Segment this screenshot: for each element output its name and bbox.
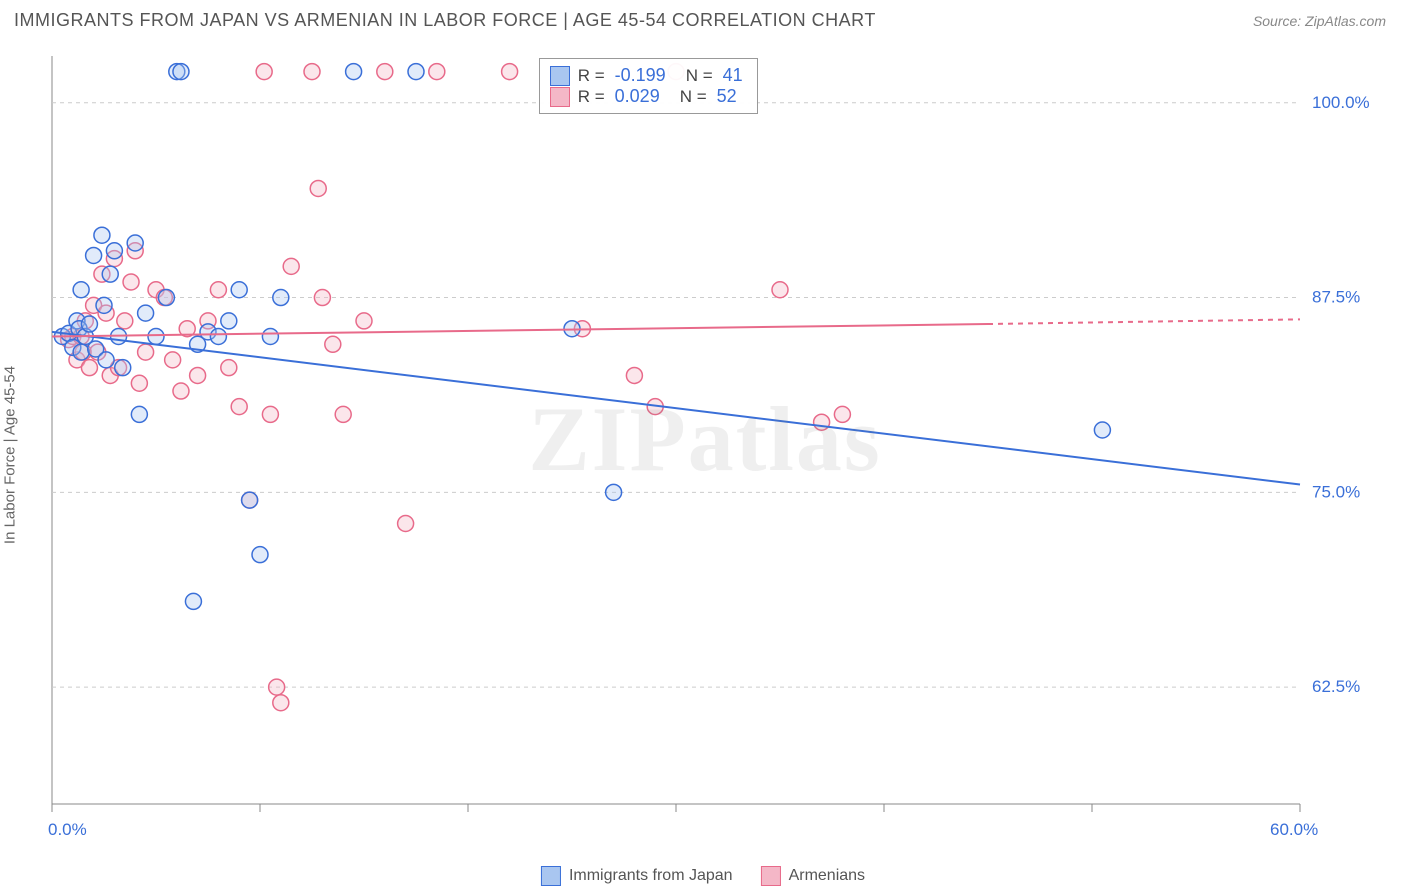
legend-swatch [550,66,570,86]
data-point [325,336,341,352]
data-point [221,360,237,376]
data-point [73,344,89,360]
data-point [408,64,424,80]
data-point [242,492,258,508]
legend-item: Armenians [761,866,865,886]
data-point [185,593,201,609]
data-point [356,313,372,329]
data-point [158,290,174,306]
data-point [1094,422,1110,438]
legend-swatch [550,87,570,107]
data-point [429,64,445,80]
data-point [102,266,118,282]
data-point [138,305,154,321]
data-point [127,235,143,251]
data-point [231,282,247,298]
chart-title: IMMIGRANTS FROM JAPAN VS ARMENIAN IN LAB… [14,10,876,31]
x-axis-max-label: 60.0% [1270,820,1318,840]
legend-n-label: N = [680,87,707,107]
y-tick-label: 100.0% [1312,93,1370,112]
data-point [131,375,147,391]
legend-row: R = -0.199 N = 41 [550,65,743,86]
y-tick-label: 75.0% [1312,482,1360,501]
legend-n-label: N = [686,66,713,86]
data-point [173,64,189,80]
legend-row: R = 0.029 N = 52 [550,86,743,107]
chart-area: In Labor Force | Age 45-54 ZIPatlas 62.5… [14,46,1396,864]
data-point [115,360,131,376]
data-point [210,282,226,298]
data-point [173,383,189,399]
legend-r-value: -0.199 [615,65,666,86]
y-axis-label: In Labor Force | Age 45-54 [2,366,19,544]
legend-swatch [761,866,781,886]
data-point [131,406,147,422]
legend-item: Immigrants from Japan [541,866,733,886]
data-point [190,367,206,383]
data-point [814,414,830,430]
data-point [310,180,326,196]
data-point [148,329,164,345]
legend-r-label: R = [578,66,605,86]
data-point [98,352,114,368]
source-attribution: Source: ZipAtlas.com [1253,13,1386,29]
data-point [106,243,122,259]
data-point [834,406,850,422]
data-point [772,282,788,298]
data-point [117,313,133,329]
data-point [273,290,289,306]
data-point [398,516,414,532]
data-point [304,64,320,80]
legend-r-label: R = [578,87,605,107]
x-axis-min-label: 0.0% [48,820,87,840]
data-point [73,282,89,298]
data-point [96,297,112,313]
correlation-chart: 62.5% 75.0% 87.5% 100.0% [14,46,1396,864]
legend-item-label: Armenians [789,867,865,885]
data-point [256,64,272,80]
data-point [221,313,237,329]
data-point [165,352,181,368]
data-point [269,679,285,695]
data-point [346,64,362,80]
data-point [502,64,518,80]
data-point [314,290,330,306]
data-point [606,484,622,500]
legend-n-value: 41 [723,65,743,86]
y-tick-label: 62.5% [1312,677,1360,696]
legend-r-value: 0.029 [615,86,660,107]
trend-line-ext [988,319,1300,324]
legend-item-label: Immigrants from Japan [569,867,733,885]
data-point [81,316,97,332]
series-legend: Immigrants from Japan Armenians [541,866,865,886]
data-point [138,344,154,360]
correlation-legend: R =-0.199N =41R =0.029N =52 [539,58,758,114]
data-point [123,274,139,290]
data-point [210,329,226,345]
data-point [231,399,247,415]
data-point [252,547,268,563]
data-point [81,360,97,376]
data-point [377,64,393,80]
data-point [283,258,299,274]
data-point [262,406,278,422]
legend-n-value: 52 [717,86,737,107]
data-point [262,329,278,345]
data-point [94,227,110,243]
y-tick-label: 87.5% [1312,288,1360,307]
data-point [273,695,289,711]
legend-swatch [541,866,561,886]
data-point [626,367,642,383]
data-point [335,406,351,422]
data-point [86,247,102,263]
